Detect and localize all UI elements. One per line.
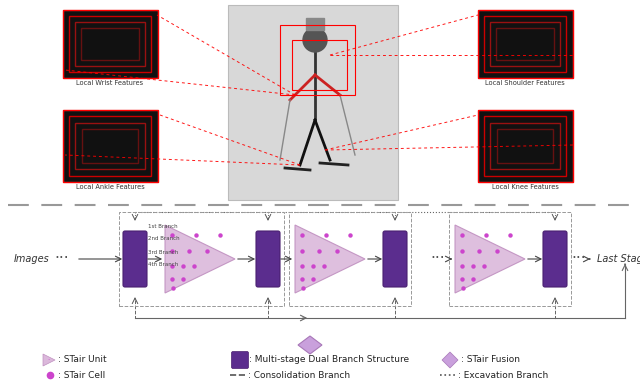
Text: : Excavation Branch: : Excavation Branch	[458, 371, 548, 379]
Bar	[63, 110, 157, 182]
Text: ···: ···	[572, 252, 586, 266]
Polygon shape	[455, 225, 525, 293]
Bar	[228, 5, 398, 200]
Polygon shape	[298, 336, 322, 354]
Bar	[63, 110, 157, 182]
Bar	[289, 212, 411, 306]
Bar	[76, 123, 145, 169]
Bar	[280, 25, 355, 95]
Bar	[69, 117, 151, 176]
Polygon shape	[165, 225, 235, 293]
Text: Local Shoulder Features: Local Shoulder Features	[485, 80, 565, 86]
Bar	[477, 110, 573, 182]
Circle shape	[303, 28, 327, 52]
Text: 4th Branch: 4th Branch	[148, 262, 179, 267]
FancyBboxPatch shape	[232, 352, 248, 369]
Text: Last Stage: Last Stage	[597, 254, 640, 264]
Text: : Consolidation Branch: : Consolidation Branch	[248, 371, 350, 379]
Text: ·: ·	[47, 357, 49, 363]
Bar	[477, 110, 573, 182]
Text: : Multi-stage Dual Branch Structure: : Multi-stage Dual Branch Structure	[249, 356, 409, 364]
FancyBboxPatch shape	[256, 231, 280, 287]
Polygon shape	[295, 225, 365, 293]
Bar	[477, 10, 573, 78]
Bar	[82, 129, 138, 163]
Bar	[68, 16, 152, 72]
Text: 3rd Branch: 3rd Branch	[148, 249, 179, 254]
Text: 2nd Branch: 2nd Branch	[148, 237, 180, 242]
FancyBboxPatch shape	[543, 231, 567, 287]
Bar	[496, 28, 554, 60]
Text: : STair Fusion: : STair Fusion	[461, 356, 520, 364]
Bar	[490, 22, 560, 66]
Text: ···: ···	[430, 252, 445, 266]
Bar	[477, 10, 573, 78]
Text: ···: ···	[54, 252, 69, 266]
Text: Local Knee Features: Local Knee Features	[492, 184, 559, 190]
FancyBboxPatch shape	[383, 231, 407, 287]
Polygon shape	[43, 354, 55, 366]
Polygon shape	[442, 352, 458, 368]
FancyBboxPatch shape	[123, 231, 147, 287]
Text: Images: Images	[14, 254, 50, 264]
Bar	[292, 40, 347, 90]
Bar	[306, 18, 324, 30]
Bar	[63, 10, 157, 78]
Text: : STair Unit: : STair Unit	[58, 356, 107, 364]
Bar	[484, 117, 566, 176]
Bar	[119, 212, 284, 306]
Bar	[497, 129, 553, 163]
Bar	[490, 123, 559, 169]
Text: : STair Cell: : STair Cell	[58, 371, 105, 379]
Bar	[449, 212, 571, 306]
Text: Local Wrist Features: Local Wrist Features	[76, 80, 143, 86]
Bar	[81, 28, 139, 60]
Text: Local Ankle Features: Local Ankle Features	[76, 184, 145, 190]
Bar	[75, 22, 145, 66]
Bar	[63, 10, 157, 78]
Bar	[484, 16, 566, 72]
Text: 1st Branch: 1st Branch	[148, 223, 178, 229]
